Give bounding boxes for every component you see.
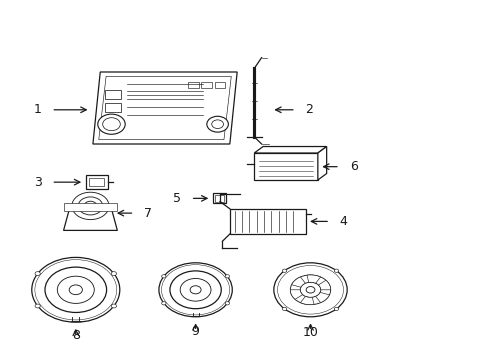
Polygon shape <box>300 296 313 305</box>
Text: 1: 1 <box>34 103 41 116</box>
Circle shape <box>98 114 125 134</box>
Circle shape <box>35 304 40 308</box>
FancyBboxPatch shape <box>212 193 226 203</box>
Polygon shape <box>290 290 302 300</box>
Circle shape <box>224 275 229 278</box>
Circle shape <box>224 302 229 305</box>
FancyBboxPatch shape <box>85 175 107 189</box>
Circle shape <box>69 285 82 294</box>
FancyBboxPatch shape <box>105 103 121 112</box>
Circle shape <box>282 307 286 311</box>
Polygon shape <box>306 275 320 283</box>
Circle shape <box>162 302 166 305</box>
Circle shape <box>277 266 343 314</box>
Circle shape <box>162 275 166 278</box>
Circle shape <box>111 272 116 275</box>
Text: 5: 5 <box>173 192 181 205</box>
Text: 6: 6 <box>349 160 357 173</box>
Polygon shape <box>99 76 231 140</box>
Polygon shape <box>315 292 329 303</box>
Polygon shape <box>254 153 317 180</box>
Polygon shape <box>291 277 305 287</box>
Polygon shape <box>254 147 326 153</box>
Circle shape <box>57 276 94 303</box>
Circle shape <box>334 269 338 272</box>
Circle shape <box>161 265 229 315</box>
Circle shape <box>305 287 314 293</box>
FancyBboxPatch shape <box>215 195 224 202</box>
Circle shape <box>45 267 106 312</box>
Circle shape <box>111 304 116 308</box>
Circle shape <box>282 269 286 272</box>
FancyBboxPatch shape <box>201 82 212 88</box>
FancyBboxPatch shape <box>214 82 225 88</box>
FancyBboxPatch shape <box>63 203 117 211</box>
Circle shape <box>211 120 223 129</box>
Circle shape <box>206 116 228 132</box>
Text: 2: 2 <box>305 103 313 116</box>
Circle shape <box>84 201 97 211</box>
Text: 3: 3 <box>34 176 41 189</box>
Circle shape <box>170 271 221 309</box>
Text: 4: 4 <box>339 215 347 228</box>
Circle shape <box>290 275 330 305</box>
Circle shape <box>273 263 346 317</box>
FancyBboxPatch shape <box>89 178 104 186</box>
Circle shape <box>159 263 232 317</box>
Text: 9: 9 <box>191 325 199 338</box>
Polygon shape <box>318 280 330 290</box>
Polygon shape <box>63 207 117 230</box>
Circle shape <box>180 279 211 301</box>
Circle shape <box>300 282 320 297</box>
FancyBboxPatch shape <box>188 82 199 88</box>
Circle shape <box>102 118 120 131</box>
Text: 10: 10 <box>302 327 318 339</box>
Circle shape <box>35 260 117 320</box>
Text: 8: 8 <box>72 329 80 342</box>
Text: 7: 7 <box>144 207 152 220</box>
Polygon shape <box>93 72 237 144</box>
Polygon shape <box>317 147 326 180</box>
Circle shape <box>190 286 201 294</box>
Circle shape <box>72 192 109 220</box>
Circle shape <box>32 257 120 322</box>
FancyBboxPatch shape <box>105 90 121 99</box>
Circle shape <box>35 272 40 275</box>
FancyBboxPatch shape <box>229 209 305 234</box>
Circle shape <box>78 197 102 215</box>
Circle shape <box>334 307 338 311</box>
